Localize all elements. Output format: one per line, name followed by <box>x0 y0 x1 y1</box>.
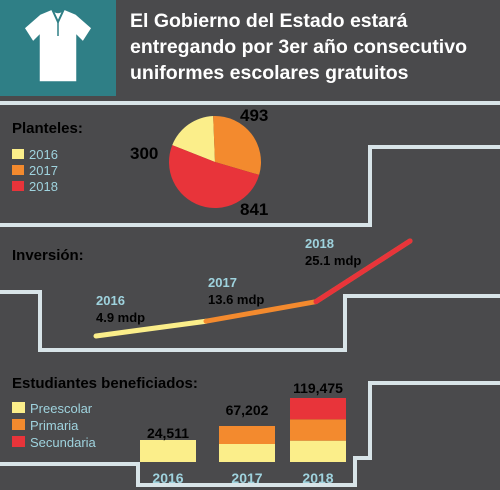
legend-label-2016: 2016 <box>29 147 58 162</box>
inversion-year-2017: 2017 <box>208 275 237 290</box>
bar-total-2016: 24,511 <box>147 425 189 441</box>
bar-total-2017: 67,202 <box>226 402 269 418</box>
legend-swatch-primaria <box>12 419 25 430</box>
frame-line-estudiantes <box>0 381 500 487</box>
legend-label-primaria: Primaria <box>30 418 79 433</box>
estudiantes-bars <box>140 398 346 462</box>
title-line-3: uniformes escolares gratuitos <box>130 62 409 84</box>
bar-2017-primaria <box>219 426 275 445</box>
bar-axis-label-2016: 2016 <box>152 470 183 486</box>
page-title: El Gobierno del Estado estará entregando… <box>130 8 490 86</box>
legend-label-2017: 2017 <box>29 163 58 178</box>
inversion-value-2017: 13.6 mdp <box>208 292 264 307</box>
inversion-value-2018: 25.1 mdp <box>305 253 361 268</box>
frame-line-inversion <box>0 290 500 352</box>
inversion-value-2016: 4.9 mdp <box>96 310 145 325</box>
inversion-title: Inversión: <box>12 247 84 264</box>
bar-2016-preescolar <box>140 440 196 462</box>
planteles-title: Planteles: <box>12 120 83 137</box>
inversion-year-2016: 2016 <box>96 293 125 308</box>
pie-label-2018: 841 <box>240 200 268 219</box>
legend-label-2018: 2018 <box>29 179 58 194</box>
header: El Gobierno del Estado estará entregando… <box>0 0 500 96</box>
line-segment-2018 <box>313 238 413 305</box>
bar-2017-preescolar <box>219 444 275 462</box>
planteles-pie <box>168 116 262 209</box>
legend-label-secundaria: Secundaria <box>30 435 97 450</box>
shirt-icon-box <box>0 0 116 96</box>
legend-swatch-secundaria <box>12 436 25 447</box>
planteles-legend: 2016 2017 2018 <box>12 147 58 194</box>
bar-total-2018: 119,475 <box>293 380 343 396</box>
pie-label-2016: 300 <box>130 144 158 163</box>
estudiantes-legend: Preescolar Primaria Secundaria <box>12 401 97 450</box>
pie-slice-2016 <box>172 116 215 162</box>
line-segment-2016-2017 <box>93 318 209 339</box>
bar-2018-preescolar <box>290 440 346 462</box>
legend-swatch-2018 <box>12 181 24 191</box>
shirt-icon <box>23 8 93 83</box>
pie-slice-2018 <box>168 145 260 209</box>
title-line-1: El Gobierno del Estado estará <box>130 10 408 32</box>
bar-axis-label-2018: 2018 <box>302 470 333 486</box>
bar-2018-primaria <box>290 419 346 441</box>
title-line-2: entregando por 3er año consecutivo <box>130 36 467 58</box>
legend-swatch-2017 <box>12 165 24 175</box>
bar-2018-secundaria <box>290 398 346 420</box>
estudiantes-title: Estudiantes beneficiados: <box>12 375 198 392</box>
legend-swatch-2016 <box>12 149 24 159</box>
pie-slice-2017 <box>213 116 262 175</box>
legend-label-preescolar: Preescolar <box>30 401 93 416</box>
frame-line-planteles <box>0 145 500 227</box>
bar-axis-label-2017: 2017 <box>231 470 262 486</box>
inversion-year-2018: 2018 <box>305 236 334 251</box>
legend-swatch-preescolar <box>12 402 25 413</box>
pie-label-2017: 493 <box>240 106 268 125</box>
